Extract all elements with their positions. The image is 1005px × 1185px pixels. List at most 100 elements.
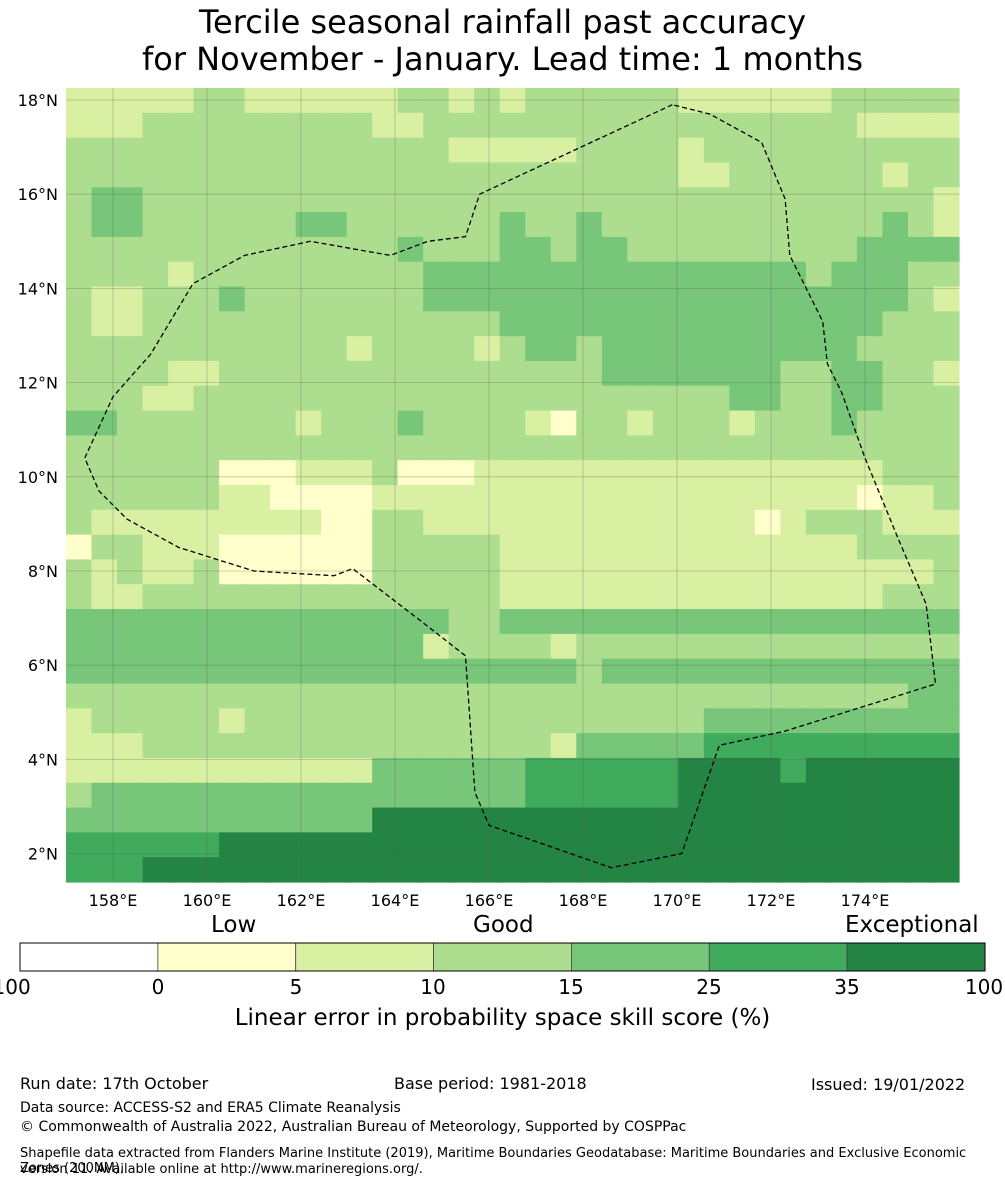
skill-cell: [244, 410, 271, 436]
skill-cell: [933, 832, 960, 858]
skill-cell: [372, 162, 399, 188]
skill-cell: [397, 782, 424, 809]
skill-cell: [321, 336, 348, 362]
skill-cell: [168, 559, 195, 585]
skill-cell: [882, 832, 909, 858]
skill-cell: [882, 658, 909, 685]
skill-cell: [550, 460, 577, 486]
skill-cell: [295, 360, 322, 387]
longitude-label: 164°E: [371, 891, 420, 910]
skill-cell: [703, 212, 730, 238]
skill-cell: [678, 112, 705, 139]
skill-cell: [805, 236, 833, 263]
skill-cell: [703, 460, 730, 486]
skill-cell: [499, 683, 526, 709]
skill-cell: [372, 782, 399, 809]
skill-cell: [550, 435, 577, 461]
skill-cell: [525, 733, 552, 759]
skill-cell: [397, 236, 424, 263]
skill-cell: [652, 633, 679, 660]
skill-cell: [601, 311, 628, 337]
skill-cell: [652, 187, 679, 213]
skill-cell: [678, 410, 705, 436]
skill-cell: [117, 236, 144, 263]
skill-cell: [372, 807, 399, 833]
skill-cell: [907, 460, 935, 486]
skill-cell: [219, 286, 246, 312]
skill-cell: [474, 360, 501, 387]
skill-cell: [576, 807, 603, 833]
skill-cell: [448, 658, 475, 685]
colorbar-border: [19, 942, 986, 972]
skill-cell: [372, 857, 399, 883]
skill-cell: [499, 708, 526, 734]
skill-cell: [372, 212, 399, 238]
skill-cell: [168, 708, 195, 734]
skill-cell: [652, 212, 679, 238]
skill-cell: [244, 435, 271, 461]
skill-cell: [856, 733, 884, 759]
skill-cell: [754, 708, 781, 734]
skill-cell: [142, 385, 169, 412]
skill-cell: [474, 633, 501, 660]
skill-cell: [780, 733, 807, 759]
skill-cell: [168, 311, 195, 337]
skill-cell: [831, 733, 858, 759]
skill-cell: [66, 683, 93, 709]
skill-cell: [270, 336, 297, 362]
skill-cell: [423, 683, 450, 709]
skill-cell: [780, 385, 807, 412]
skill-cell: [882, 782, 909, 809]
skill-cell: [627, 733, 654, 759]
skill-cell: [525, 336, 552, 362]
skill-cell: [576, 187, 603, 213]
skill-cell: [933, 609, 960, 635]
skill-cell: [244, 261, 271, 288]
skill-cell: [831, 832, 858, 858]
skill-cell: [729, 212, 756, 238]
skill-cell: [882, 212, 909, 238]
skill-cell: [831, 336, 858, 362]
skill-cell: [448, 609, 475, 635]
skill-cell: [219, 261, 246, 288]
latitude-label: 12°N: [18, 374, 58, 393]
skill-cell: [525, 286, 552, 312]
skill-cell: [66, 410, 93, 436]
skill-cell: [168, 832, 195, 858]
skill-cell: [805, 261, 833, 288]
colorbar-tick: 0: [151, 975, 165, 999]
skill-cell: [933, 311, 960, 337]
skill-cell: [474, 584, 501, 610]
skill-cell: [601, 832, 628, 858]
skill-cell: [346, 311, 373, 337]
skill-cell: [550, 311, 577, 337]
skill-cell: [601, 162, 628, 188]
skill-cell: [627, 485, 654, 511]
skill-cell: [678, 733, 705, 759]
skill-cell: [652, 559, 679, 585]
skill-cell: [856, 807, 884, 833]
skill-cell: [168, 360, 195, 387]
skill-cell: [372, 311, 399, 337]
skill-cell: [499, 311, 526, 337]
skill-cell: [448, 261, 475, 288]
skill-cell: [142, 336, 169, 362]
skill-cell: [933, 782, 960, 809]
skill-cell: [678, 509, 705, 536]
skill-cell: [397, 534, 424, 561]
skill-cell: [601, 460, 628, 486]
skill-cell: [703, 286, 730, 312]
skill-cell: [907, 733, 935, 759]
skill-cell: [142, 187, 169, 213]
skill-cell: [933, 187, 960, 213]
skill-cell: [448, 88, 475, 114]
skill-cell: [933, 733, 960, 759]
skill-cell: [550, 485, 577, 511]
skill-cell: [601, 360, 628, 387]
skill-cell: [423, 485, 450, 511]
skill-cell: [397, 633, 424, 660]
skill-cell: [474, 534, 501, 561]
skill-cell: [627, 683, 654, 709]
eez-boundary: [84, 104, 937, 869]
skill-cell: [882, 88, 909, 114]
